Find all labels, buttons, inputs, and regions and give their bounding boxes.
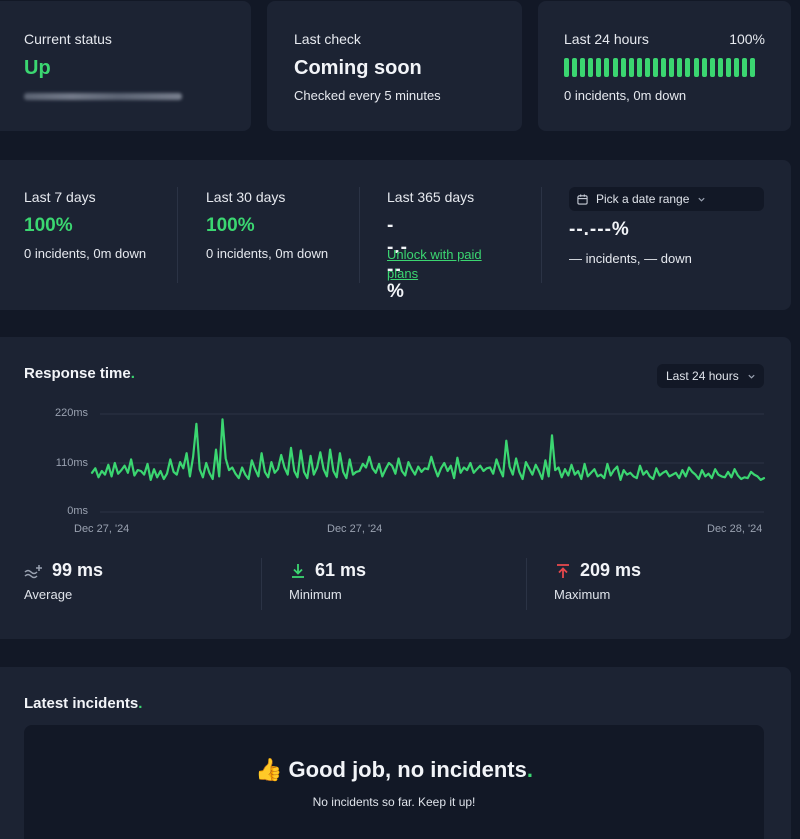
uptime-periods-card: Last 7 days 100% 0 incidents, 0m down La… (0, 160, 791, 310)
current-status-label: Current status (24, 31, 112, 47)
divider (177, 187, 178, 283)
period-label: Last 7 days (24, 189, 96, 205)
response-time-title-text: Response time (24, 365, 131, 382)
period-label: Last 365 days (387, 189, 475, 205)
period-label: Last 30 days (206, 189, 286, 205)
response-range-dropdown[interactable]: Last 24 hours (657, 364, 764, 388)
uptime-bar[interactable] (596, 58, 602, 77)
average-stat: 99 ms Average (24, 560, 103, 602)
response-range-label: Last 24 hours (666, 369, 739, 383)
no-incidents-note: No incidents so far. Keep it up! (312, 795, 476, 809)
no-incidents-heading: 👍 Good job, no incidents. (24, 757, 764, 783)
y-tick: 220ms (54, 407, 88, 419)
last-check-value: Coming soon (294, 57, 422, 79)
current-status-value: Up (24, 57, 51, 79)
divider (541, 187, 542, 283)
divider (261, 558, 262, 610)
maximum-value: 209 ms (580, 560, 642, 580)
response-time-chart (90, 413, 766, 513)
last-24-hours-label: Last 24 hours (564, 31, 649, 47)
arrow-up-icon (557, 563, 569, 578)
uptime-bar[interactable] (620, 58, 626, 77)
last-check-card: Last check Coming soon Checked every 5 m… (267, 1, 522, 131)
unlock-paid-plans-link[interactable]: Unlock with paid plans (387, 247, 482, 281)
average-label: Average (24, 587, 73, 602)
x-tick: Dec 27, '24 (74, 523, 130, 535)
y-tick: 0ms (67, 505, 88, 517)
uptime-bar[interactable] (750, 58, 756, 77)
uptime-bars (564, 58, 756, 77)
uptime-bar[interactable] (572, 58, 578, 77)
no-incidents-panel: 👍 Good job, no incidents. No incidents s… (24, 725, 764, 839)
period-value: --.---% (387, 215, 408, 302)
chevron-down-icon (698, 197, 706, 202)
uptime-bar[interactable] (717, 58, 723, 77)
average-icon (24, 564, 42, 578)
date-range-label: Pick a date range (596, 192, 690, 206)
last-24-hours-note: 0 incidents, 0m down (564, 88, 687, 103)
uptime-bar[interactable] (636, 58, 642, 77)
latest-incidents-title: Latest incidents. (24, 695, 142, 712)
maximum-stat: 209 ms Maximum (554, 560, 641, 602)
uptime-bar[interactable] (742, 58, 748, 77)
minimum-stat: 61 ms Minimum (289, 560, 366, 602)
last-check-label: Last check (294, 31, 361, 47)
uptime-bar[interactable] (644, 58, 650, 77)
uptime-bar[interactable] (628, 58, 634, 77)
uptime-bar[interactable] (677, 58, 683, 77)
calendar-icon (577, 193, 588, 205)
divider (526, 558, 527, 610)
maximum-label: Maximum (554, 587, 611, 602)
uptime-bar[interactable] (725, 58, 731, 77)
uptime-bar[interactable] (661, 58, 667, 77)
chevron-down-icon (748, 374, 755, 379)
period-value: 100% (24, 215, 73, 236)
blurred-url (24, 93, 182, 100)
custom-range-value: --.---% (569, 219, 630, 240)
check-interval: Checked every 5 minutes (294, 88, 441, 103)
average-value: 99 ms (52, 560, 104, 580)
no-incidents-title: Good job, no incidents (288, 757, 527, 782)
divider (359, 187, 360, 283)
period-note: 0 incidents, 0m down (206, 246, 329, 261)
response-time-series-line (90, 418, 766, 481)
arrow-down-icon (292, 563, 304, 578)
latest-incidents-title-text: Latest incidents (24, 695, 139, 712)
thumbs-up-icon: 👍 (255, 757, 283, 782)
title-dot: . (138, 695, 143, 712)
response-time-title: Response time. (24, 365, 135, 382)
title-dot: . (130, 365, 135, 382)
response-time-card: Response time. Last 24 hours 220ms 110ms… (0, 337, 791, 639)
uptime-bar[interactable] (612, 58, 618, 77)
x-tick: Dec 27, '24 (327, 523, 383, 535)
uptime-bar[interactable] (685, 58, 691, 77)
minimum-label: Minimum (289, 587, 342, 602)
last-24-hours-card: Last 24 hours 100% 0 incidents, 0m down (538, 1, 791, 131)
current-status-card: Current status Up (0, 1, 251, 131)
uptime-bar[interactable] (733, 58, 739, 77)
date-range-picker[interactable]: Pick a date range (569, 187, 764, 211)
period-note: 0 incidents, 0m down (24, 246, 147, 261)
uptime-bar[interactable] (701, 58, 707, 77)
uptime-bar[interactable] (709, 58, 715, 77)
custom-range-note: — incidents, — down (569, 251, 692, 266)
title-dot: . (526, 757, 533, 782)
latest-incidents-card: Latest incidents. 👍 Good job, no inciden… (0, 667, 791, 839)
x-tick: Dec 28, '24 (707, 523, 763, 535)
period-value: 100% (206, 215, 255, 236)
uptime-bar[interactable] (604, 58, 610, 77)
uptime-bar[interactable] (580, 58, 586, 77)
y-tick: 110ms (55, 457, 88, 469)
uptime-bar[interactable] (693, 58, 699, 77)
uptime-bar[interactable] (588, 58, 594, 77)
last-24-hours-percent: 100% (729, 31, 765, 47)
uptime-bar[interactable] (669, 58, 675, 77)
minimum-value: 61 ms (315, 560, 367, 580)
uptime-bar[interactable] (564, 58, 569, 77)
uptime-bar[interactable] (653, 58, 659, 77)
